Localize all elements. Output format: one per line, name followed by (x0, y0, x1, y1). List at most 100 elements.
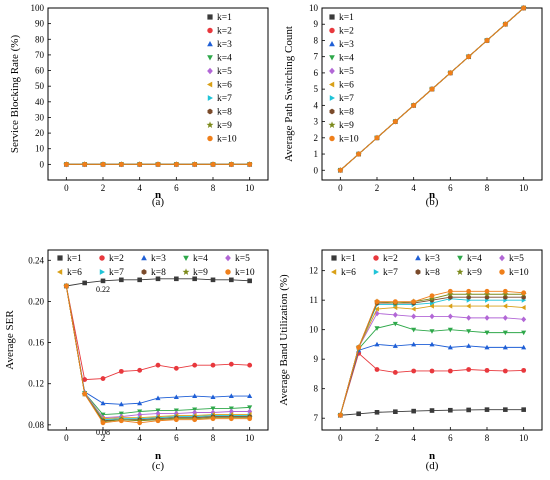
legend-item: k=10 (329, 135, 359, 145)
legend-marker (57, 255, 63, 261)
legend-label: k=10 (339, 135, 359, 145)
data-point (429, 303, 434, 309)
data-point (392, 312, 398, 318)
legend-item: k=6 (207, 81, 232, 91)
x-tick-label: 10 (245, 433, 255, 443)
legend-label: k=3 (425, 254, 440, 264)
panel-caption: (b) (426, 196, 439, 208)
legend-label: k=1 (67, 254, 82, 264)
legend-marker (329, 67, 335, 75)
data-point (174, 276, 179, 282)
legend: k=1 k=2 k=3 k=4 k=5 k=6 k=7 k=8 k=9 k=10 (328, 13, 359, 145)
data-point (192, 362, 198, 368)
y-axis-label: Service Blocking Rate (%) (9, 35, 21, 154)
y-tick-label: 9 (314, 354, 319, 364)
legend-label: k=4 (467, 254, 482, 264)
data-point (210, 416, 216, 422)
legend-item: k=4 (183, 254, 208, 264)
legend-item: k=7 (329, 94, 354, 104)
legend-label: k=1 (217, 13, 232, 23)
legend-marker (329, 27, 335, 34)
data-point (484, 288, 490, 294)
data-point (63, 161, 69, 167)
legend-marker (99, 269, 105, 275)
data-point (374, 367, 380, 372)
data-point (210, 362, 216, 368)
legend-item: k=3 (207, 40, 232, 50)
data-point (466, 314, 472, 321)
data-point (392, 370, 398, 375)
data-point (392, 119, 398, 124)
data-point (411, 341, 417, 347)
data-point (411, 368, 417, 374)
legend-marker (207, 27, 213, 34)
legend-label: k=8 (339, 108, 354, 118)
data-point (521, 305, 526, 311)
data-point (247, 405, 253, 411)
data-point (247, 393, 253, 399)
legend-item: k=6 (331, 268, 356, 278)
legend-marker (329, 14, 335, 20)
data-point (483, 291, 491, 297)
legend-label: k=5 (217, 67, 232, 77)
y-tick-label: 10 (35, 144, 45, 154)
data-point (448, 407, 453, 413)
series-line (65, 285, 250, 405)
y-tick-label: 5 (314, 84, 319, 94)
legend-marker (329, 81, 335, 88)
legend-label: k=9 (467, 268, 482, 278)
legend-item: k=5 (225, 254, 250, 264)
data-point (192, 393, 198, 399)
series-k=1 (64, 276, 252, 289)
legend-item: k=8 (329, 108, 354, 118)
data-point (247, 278, 252, 284)
series-k=1 (338, 407, 526, 418)
data-point (173, 161, 179, 167)
legend-item: k=10 (207, 135, 237, 145)
x-axis-label: n (155, 189, 161, 201)
plot-frame (47, 249, 269, 431)
data-point (502, 368, 508, 374)
series-k=6 (63, 283, 252, 422)
legend-label: k=2 (339, 27, 354, 37)
data-point (393, 409, 398, 415)
chart-panel-c: 0 2 4 6 8 10 0.08 0.12 0.16 0.20 0.24 n Average SER (… (4, 249, 269, 472)
data-point (447, 368, 453, 374)
data-point (411, 313, 417, 320)
data-point (192, 161, 198, 167)
data-point (411, 102, 417, 108)
legend-item: k=8 (415, 268, 440, 278)
legend-label: k=7 (339, 94, 354, 104)
series-k=7 (64, 283, 253, 423)
legend-label: k=6 (341, 268, 356, 278)
data-point (63, 283, 69, 289)
legend-label: k=4 (193, 254, 208, 264)
legend-item: k=9 (182, 268, 208, 278)
data-point (137, 420, 143, 426)
data-point (521, 344, 527, 350)
series-line (65, 285, 250, 423)
data-point (155, 418, 161, 424)
legend-marker (499, 254, 505, 262)
y-axis-label: Average SER (4, 310, 16, 370)
legend-marker (207, 41, 213, 47)
data-point (228, 361, 234, 367)
data-point (466, 367, 472, 372)
legend-marker (207, 55, 213, 61)
y-tick-label: 1 (314, 149, 319, 159)
legend-marker (329, 41, 335, 47)
legend-label: k=2 (383, 254, 398, 264)
data-point (447, 291, 454, 297)
y-tick-label: 0.08 (28, 420, 44, 430)
legend-item: k=4 (329, 54, 354, 64)
y-tick-label: 8 (314, 384, 319, 394)
x-axis-label: n (155, 450, 161, 462)
data-point (337, 412, 343, 418)
series-k=10 (63, 283, 253, 426)
y-tick-label: 0 (40, 159, 45, 169)
data-point (484, 38, 490, 43)
y-tick-label: 30 (35, 112, 45, 122)
data-point (429, 408, 435, 413)
data-point (228, 161, 234, 167)
